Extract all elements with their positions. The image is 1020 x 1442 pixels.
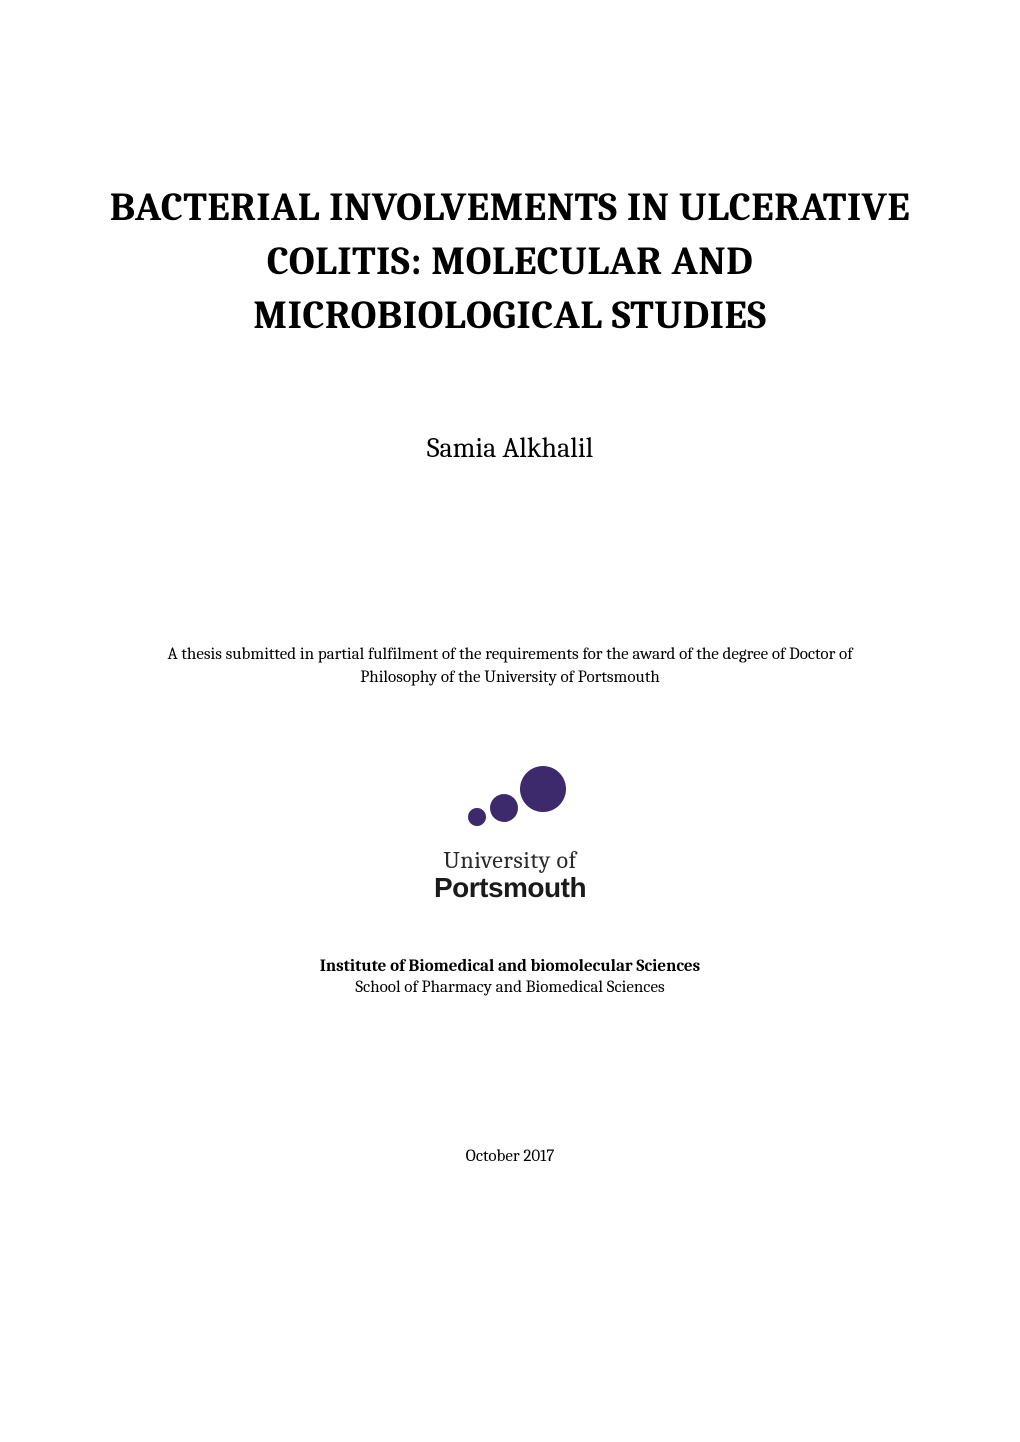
logo-dot-medium xyxy=(490,794,518,822)
author-name: Samia Alkhalil xyxy=(427,432,593,464)
logo-dots-icon xyxy=(440,760,580,840)
institute-name: Institute of Biomedical and biomolecular… xyxy=(320,957,700,976)
university-logo: University of Portsmouth xyxy=(434,760,586,903)
logo-line2: Portsmouth xyxy=(434,873,586,902)
thesis-title: BACTERIAL INVOLVEMENTS IN ULCERATIVE COL… xyxy=(100,180,920,342)
logo-line1: University of xyxy=(434,848,586,873)
submission-date: October 2017 xyxy=(466,1147,555,1166)
logo-dot-small xyxy=(468,808,486,826)
logo-text: University of Portsmouth xyxy=(434,848,586,903)
submission-statement: A thesis submitted in partial fulfilment… xyxy=(130,644,890,690)
school-name: School of Pharmacy and Biomedical Scienc… xyxy=(355,978,664,997)
logo-dot-large xyxy=(520,766,566,812)
thesis-title-page: BACTERIAL INVOLVEMENTS IN ULCERATIVE COL… xyxy=(0,0,1020,1442)
